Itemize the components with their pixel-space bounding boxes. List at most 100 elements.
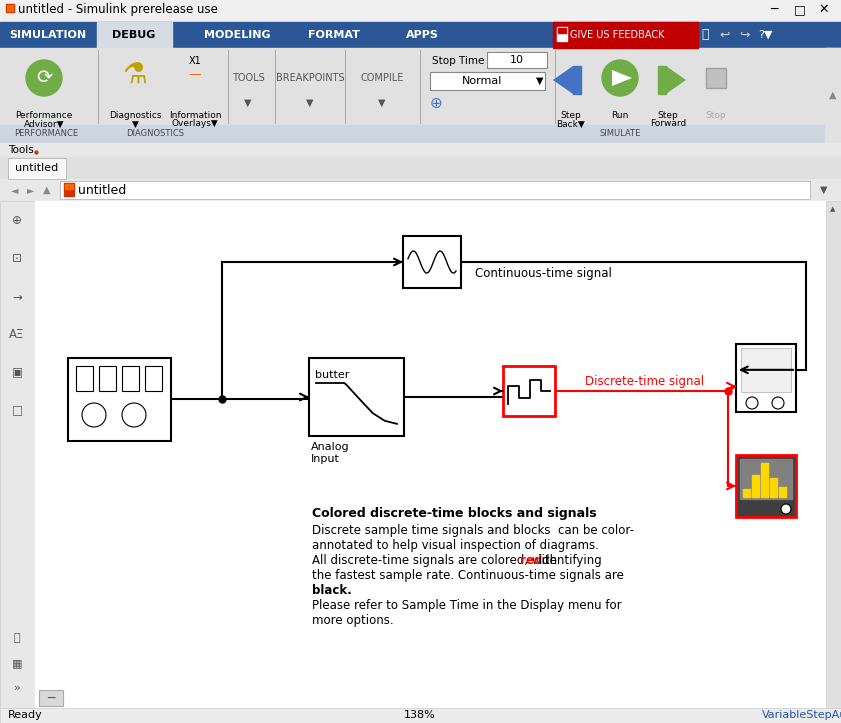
- Circle shape: [122, 403, 146, 427]
- Bar: [825, 48, 841, 143]
- Text: Back▼: Back▼: [557, 119, 585, 129]
- Bar: [64, 183, 74, 196]
- Bar: [826, 201, 841, 708]
- Bar: [487, 52, 547, 68]
- Bar: [658, 66, 666, 94]
- Text: □: □: [12, 404, 23, 417]
- Text: DEBUG: DEBUG: [113, 30, 156, 40]
- Text: 138%: 138%: [405, 710, 436, 720]
- Text: 10: 10: [510, 55, 524, 65]
- Text: DIAGNOSTICS: DIAGNOSTICS: [126, 129, 184, 139]
- Bar: [309, 358, 404, 436]
- Text: AΞ: AΞ: [9, 328, 24, 341]
- Text: untitled: untitled: [15, 163, 59, 173]
- Text: Step: Step: [658, 111, 679, 121]
- Text: ▲: ▲: [830, 206, 836, 212]
- Bar: [145, 366, 162, 391]
- Circle shape: [82, 403, 106, 427]
- Bar: [65, 184, 73, 189]
- Text: Overlays▼: Overlays▼: [172, 119, 219, 129]
- Text: untitled - Simulink prerelease use: untitled - Simulink prerelease use: [18, 3, 218, 16]
- Text: annotated to help visual inspection of diagrams.: annotated to help visual inspection of d…: [312, 539, 599, 552]
- Bar: [573, 66, 581, 94]
- Bar: [0, 22, 841, 48]
- Text: ▼: ▼: [131, 119, 139, 129]
- Bar: [0, 201, 35, 708]
- Bar: [736, 455, 796, 517]
- Text: more options.: more options.: [312, 614, 394, 627]
- Text: ⚗: ⚗: [123, 62, 147, 90]
- Text: ?▼: ?▼: [758, 30, 772, 40]
- Text: 💾: 💾: [701, 28, 709, 41]
- Text: ▣: ▣: [12, 367, 23, 380]
- Text: Diagnostics: Diagnostics: [108, 111, 161, 121]
- Text: Normal: Normal: [462, 76, 502, 86]
- Bar: [736, 344, 796, 412]
- Bar: [743, 489, 750, 497]
- Text: ⊕: ⊕: [430, 95, 442, 111]
- Text: black.: black.: [312, 584, 352, 597]
- Circle shape: [602, 60, 638, 96]
- Bar: [0, 143, 841, 157]
- Text: SIMULATE: SIMULATE: [600, 129, 641, 139]
- Bar: [60, 181, 810, 199]
- Text: APPS: APPS: [405, 30, 438, 40]
- Bar: [740, 459, 792, 499]
- Text: ▼: ▼: [537, 76, 544, 86]
- Text: PERFORMANCE: PERFORMANCE: [14, 129, 78, 139]
- Text: Discrete-time signal: Discrete-time signal: [585, 375, 704, 388]
- Polygon shape: [666, 66, 686, 94]
- Polygon shape: [612, 70, 632, 86]
- Text: ↪: ↪: [740, 28, 750, 41]
- Circle shape: [26, 60, 62, 96]
- Text: TOOLS: TOOLS: [231, 73, 264, 83]
- Text: SIMULATION: SIMULATION: [9, 30, 87, 40]
- Text: ▼: ▼: [820, 185, 828, 195]
- Text: FORMAT: FORMAT: [308, 30, 360, 40]
- Text: ↩: ↩: [720, 28, 730, 41]
- Text: Input: Input: [311, 454, 340, 464]
- Text: Performance: Performance: [15, 111, 72, 121]
- Bar: [403, 236, 461, 288]
- Bar: [558, 28, 566, 33]
- Text: ▲: ▲: [829, 90, 837, 100]
- Bar: [6, 4, 14, 12]
- Text: ▼: ▼: [244, 98, 251, 108]
- Text: Step: Step: [561, 111, 581, 121]
- Bar: [0, 179, 841, 201]
- Bar: [0, 708, 841, 723]
- Bar: [770, 479, 777, 497]
- Text: Continuous-time signal: Continuous-time signal: [475, 267, 612, 280]
- Text: ─: ─: [47, 691, 55, 704]
- Bar: [35, 201, 841, 708]
- Text: All discrete-time signals are colored, with: All discrete-time signals are colored, w…: [312, 554, 561, 567]
- Bar: [0, 48, 841, 143]
- Bar: [39, 690, 63, 706]
- Bar: [761, 463, 768, 497]
- Text: Advisor▼: Advisor▼: [24, 119, 64, 129]
- Text: ⟳: ⟳: [36, 69, 52, 87]
- Text: red: red: [520, 554, 542, 567]
- Text: Please refer to Sample Time in the Display menu for: Please refer to Sample Time in the Displ…: [312, 599, 621, 612]
- Bar: [430, 72, 545, 90]
- Text: Tools: Tools: [8, 145, 34, 155]
- Bar: [0, 157, 841, 179]
- Text: Stop: Stop: [706, 111, 727, 121]
- Bar: [752, 475, 759, 497]
- Bar: [0, 0, 841, 22]
- Text: COMPILE: COMPILE: [360, 73, 404, 83]
- Text: ⊡: ⊡: [12, 252, 22, 265]
- Text: □: □: [794, 3, 806, 16]
- Text: Information: Information: [169, 111, 221, 121]
- Text: Ready: Ready: [8, 710, 43, 720]
- Text: ▦: ▦: [12, 658, 22, 668]
- Text: ─: ─: [770, 3, 777, 16]
- Text: butter: butter: [315, 370, 349, 380]
- Circle shape: [781, 504, 791, 514]
- Text: GIVE US FEEDBACK: GIVE US FEEDBACK: [570, 30, 664, 40]
- Text: ✕: ✕: [818, 3, 828, 16]
- Text: the fastest sample rate. Continuous-time signals are: the fastest sample rate. Continuous-time…: [312, 569, 624, 582]
- Text: Colored discrete-time blocks and signals: Colored discrete-time blocks and signals: [312, 507, 596, 520]
- Text: identifying: identifying: [535, 554, 601, 567]
- Circle shape: [746, 397, 758, 409]
